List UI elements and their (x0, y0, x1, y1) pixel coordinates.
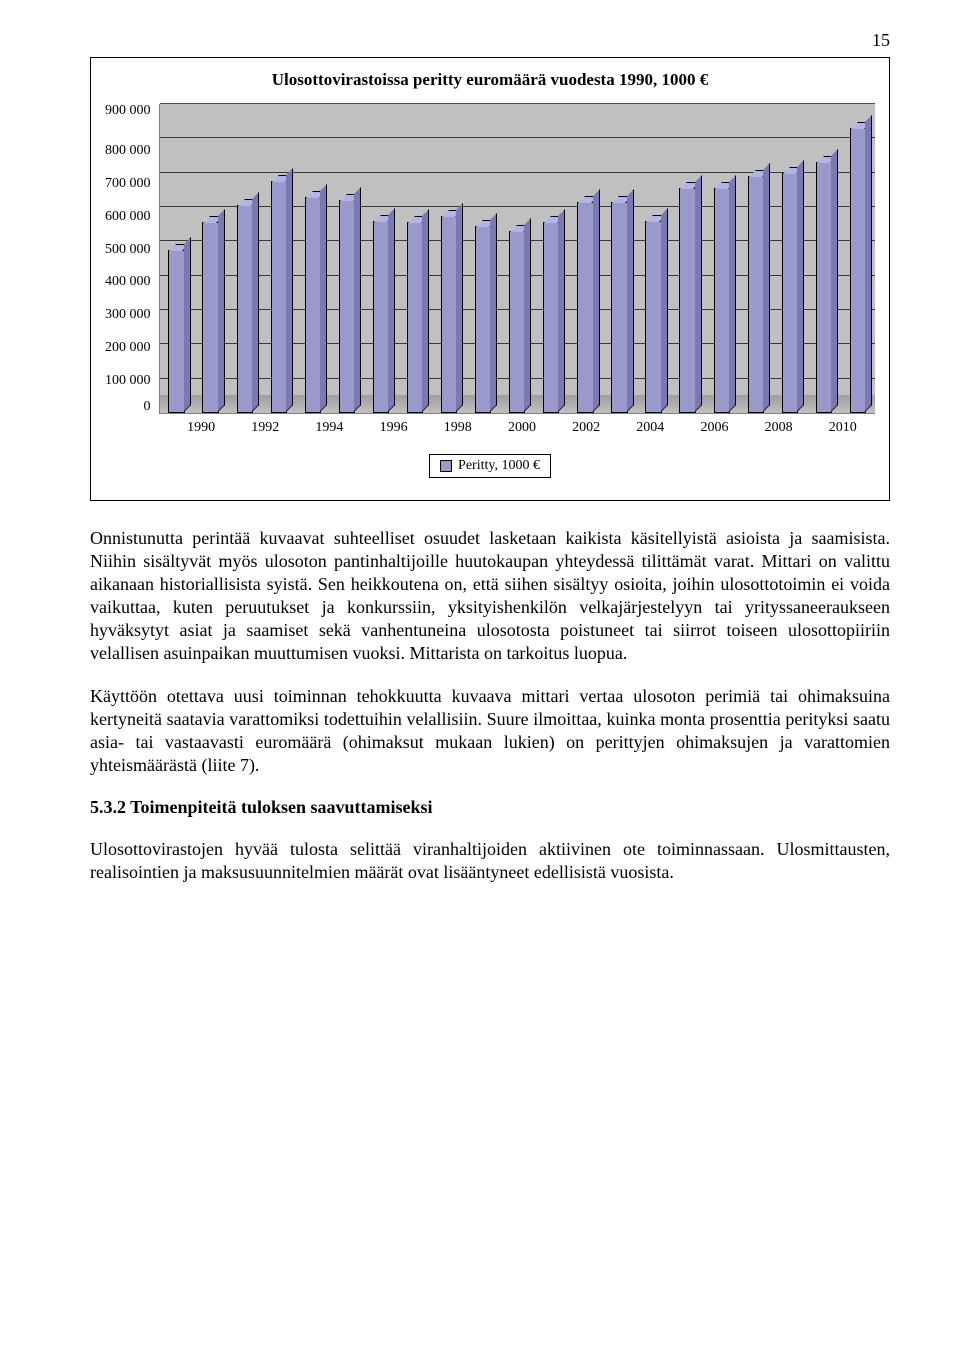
y-tick-label: 800 000 (105, 144, 151, 158)
bar (475, 226, 491, 413)
bar-side-face (320, 184, 327, 412)
bar (305, 197, 321, 413)
chart-y-axis-labels: 900 000 800 000 700 000 600 000 500 000 400 0… (105, 104, 159, 414)
bar (850, 128, 866, 413)
paragraph-1: Onnistunutta perintää kuvaavat suhteelli… (90, 527, 890, 665)
y-tick-label: 0 (144, 400, 151, 414)
y-tick-label: 100 000 (105, 374, 151, 388)
paragraph-3: Ulosottovirastojen hyvää tulosta selittä… (90, 838, 890, 884)
chart-plot-area (159, 104, 876, 414)
bar-side-face (388, 208, 395, 412)
y-tick-label: 900 000 (105, 104, 151, 118)
bar-side-face (865, 115, 872, 412)
chart-container: Ulosottovirastoissa peritty euromäärä vu… (90, 57, 890, 501)
bar (645, 221, 661, 413)
bar-side-face (218, 209, 225, 412)
section-heading: 5.3.2 Toimenpiteitä tuloksen saavuttamis… (90, 797, 890, 818)
x-tick-label: 2000 (490, 420, 554, 436)
bar-side-face (763, 163, 770, 412)
x-tick-label: 2006 (682, 420, 746, 436)
x-tick-label: 1990 (169, 420, 233, 436)
paragraph-2: Käyttöön otettava uusi toiminnan tehokku… (90, 685, 890, 777)
x-tick-label: 1992 (233, 420, 297, 436)
bar (509, 231, 525, 413)
legend-swatch (440, 460, 452, 472)
bar-side-face (354, 187, 361, 412)
x-tick-label: 1996 (362, 420, 426, 436)
bar-side-face (490, 213, 497, 412)
y-tick-label: 500 000 (105, 243, 151, 257)
x-tick-label: 2002 (554, 420, 618, 436)
bar-side-face (661, 208, 668, 412)
chart-plot-row: 900 000 800 000 700 000 600 000 500 000 400 0… (105, 104, 875, 414)
page-number: 15 (90, 30, 890, 51)
chart-title: Ulosottovirastoissa peritty euromäärä vu… (105, 70, 875, 90)
bar (679, 188, 695, 413)
bar (714, 188, 730, 413)
x-tick-label: 1998 (426, 420, 490, 436)
bar-side-face (797, 160, 804, 412)
y-tick-label: 300 000 (105, 308, 151, 322)
bar-side-face (593, 189, 600, 412)
x-tick-label: 2008 (747, 420, 811, 436)
bar-side-face (184, 237, 191, 412)
chart-legend-box: Peritty, 1000 € (429, 454, 551, 478)
x-tick-label: 2010 (811, 420, 875, 436)
bar (407, 222, 423, 413)
bar (441, 216, 457, 413)
bar (168, 250, 184, 413)
y-tick-label: 600 000 (105, 210, 151, 224)
bar-side-face (286, 168, 293, 412)
bar-side-face (729, 175, 736, 412)
bar (816, 162, 832, 413)
bar-side-face (695, 175, 702, 412)
bar-side-face (558, 209, 565, 412)
bar (202, 222, 218, 413)
bar (271, 181, 287, 413)
chart-bars (160, 104, 876, 413)
legend-label: Peritty, 1000 € (458, 458, 540, 474)
bar (237, 205, 253, 413)
bar (339, 200, 355, 413)
y-tick-label: 400 000 (105, 275, 151, 289)
x-tick-label: 2004 (618, 420, 682, 436)
y-tick-label: 200 000 (105, 341, 151, 355)
chart-legend: Peritty, 1000 € (105, 454, 875, 478)
y-tick-label: 700 000 (105, 177, 151, 191)
bar-side-face (252, 192, 259, 412)
bar-side-face (831, 149, 838, 412)
bar (543, 222, 559, 413)
bar (373, 221, 389, 413)
bar-side-face (524, 218, 531, 412)
bar (748, 176, 764, 413)
x-tick-label: 1994 (297, 420, 361, 436)
bar-side-face (627, 189, 634, 412)
chart-x-axis-labels: 1990199219941996199820002002200420062008… (169, 414, 875, 436)
bar-side-face (422, 209, 429, 412)
bar-side-face (456, 203, 463, 412)
bar (577, 202, 593, 413)
bar (611, 202, 627, 413)
bar (782, 173, 798, 413)
